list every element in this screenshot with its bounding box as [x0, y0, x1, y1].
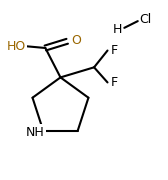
Text: NH: NH: [25, 126, 44, 139]
Text: O: O: [71, 34, 81, 47]
Text: F: F: [111, 76, 118, 89]
Text: HO: HO: [7, 40, 26, 53]
Text: F: F: [111, 44, 118, 57]
Text: Cl: Cl: [139, 13, 152, 26]
Text: H: H: [113, 23, 122, 36]
